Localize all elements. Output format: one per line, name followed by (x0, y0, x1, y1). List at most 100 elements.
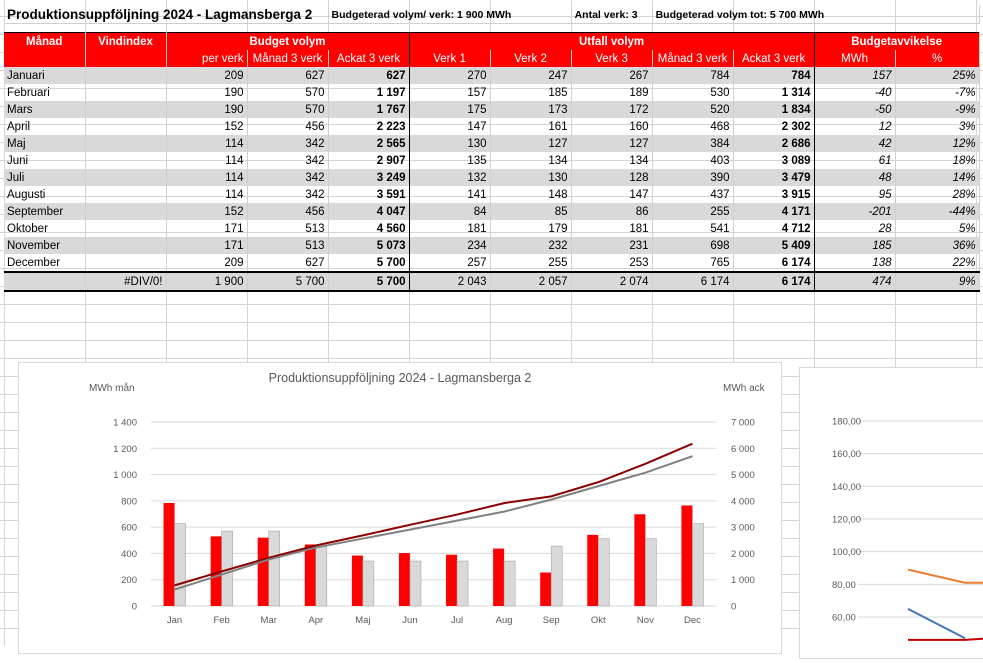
cell[interactable]: 1 767 (328, 101, 410, 118)
cell[interactable]: 342 (247, 152, 329, 169)
cell[interactable]: April (4, 118, 86, 135)
cell[interactable]: 255 (490, 254, 572, 272)
subheader-per-verk[interactable]: per verk (166, 50, 248, 67)
cell[interactable]: 1 900 (166, 271, 248, 292)
cell[interactable]: 627 (247, 67, 329, 84)
cell[interactable]: 342 (247, 135, 329, 152)
cell[interactable]: 1 834 (733, 101, 815, 118)
cell[interactable]: 570 (247, 84, 329, 101)
cell[interactable]: 181 (409, 220, 491, 237)
cell[interactable]: 190 (166, 84, 248, 101)
cell[interactable]: 2 074 (571, 271, 653, 292)
cell[interactable]: December (4, 254, 86, 272)
cell[interactable]: 437 (652, 186, 734, 203)
cell[interactable] (85, 169, 167, 186)
cell[interactable]: 189 (571, 84, 653, 101)
subheader-manad-3verk[interactable]: Månad 3 verk (247, 50, 329, 67)
cell[interactable]: 5 073 (328, 237, 410, 254)
cell[interactable]: 530 (652, 84, 734, 101)
cell[interactable]: 5 700 (328, 254, 410, 272)
cell[interactable]: 12% (895, 135, 980, 152)
cell[interactable]: 171 (166, 220, 248, 237)
cell[interactable]: 18% (895, 152, 980, 169)
cell[interactable]: 6 174 (652, 271, 734, 292)
cell[interactable]: 2 686 (733, 135, 815, 152)
cell[interactable]: 3 249 (328, 169, 410, 186)
header-budgetavvikelse[interactable]: Budgetavvikelse (814, 32, 980, 50)
header-vindindex[interactable]: Vindindex (85, 32, 167, 50)
sheet-title[interactable]: Produktionsuppföljning 2024 - Lagmansber… (4, 6, 329, 24)
cell[interactable]: 152 (166, 203, 248, 220)
cell[interactable]: 390 (652, 169, 734, 186)
cell[interactable]: 36% (895, 237, 980, 254)
cell[interactable]: 2 043 (409, 271, 491, 292)
cell[interactable]: 2 223 (328, 118, 410, 135)
antal-verk-cell[interactable]: Antal verk: 3 (571, 6, 653, 24)
cell[interactable]: 173 (490, 101, 572, 118)
cell[interactable]: 127 (490, 135, 572, 152)
cell[interactable]: 784 (652, 67, 734, 84)
subheader-verk2[interactable]: Verk 2 (490, 50, 572, 67)
cell[interactable]: 4 047 (328, 203, 410, 220)
cell[interactable]: 175 (409, 101, 491, 118)
cell[interactable]: 2 565 (328, 135, 410, 152)
cell[interactable]: 267 (571, 67, 653, 84)
cell[interactable]: 456 (247, 118, 329, 135)
subheader-pct[interactable]: % (895, 50, 980, 67)
cell[interactable]: 403 (652, 152, 734, 169)
cell[interactable]: 627 (328, 67, 410, 84)
budget-tot-cell[interactable]: Budgeterad volym tot: 5 700 MWh (652, 6, 980, 24)
cell[interactable]: 179 (490, 220, 572, 237)
cell[interactable] (85, 67, 167, 84)
cell[interactable]: 22% (895, 254, 980, 272)
cell[interactable]: 130 (409, 135, 491, 152)
cell[interactable]: 42 (814, 135, 896, 152)
cell[interactable]: 342 (247, 186, 329, 203)
cell[interactable]: 2 907 (328, 152, 410, 169)
cell[interactable]: September (4, 203, 86, 220)
cell[interactable]: 784 (733, 67, 815, 84)
cell[interactable]: 61 (814, 152, 896, 169)
cell[interactable]: 3% (895, 118, 980, 135)
cell[interactable]: 513 (247, 220, 329, 237)
cell[interactable]: 134 (490, 152, 572, 169)
cell[interactable] (85, 101, 167, 118)
cell[interactable]: 765 (652, 254, 734, 272)
subheader-verk3[interactable]: Verk 3 (571, 50, 653, 67)
header-utfall-volym[interactable]: Utfall volym (409, 32, 815, 50)
cell[interactable]: 5 700 (328, 271, 410, 292)
cell[interactable]: Februari (4, 84, 86, 101)
cell[interactable]: 157 (814, 67, 896, 84)
subheader-empty[interactable] (85, 50, 167, 67)
cell[interactable]: -201 (814, 203, 896, 220)
cell[interactable]: 209 (166, 254, 248, 272)
cell[interactable]: 570 (247, 101, 329, 118)
cell[interactable]: 28% (895, 186, 980, 203)
cell[interactable]: 1 314 (733, 84, 815, 101)
secondary-chart[interactable]: 60,00 80,00 100,00 120,00 140,00 160,00 180,00 (799, 367, 983, 659)
cell[interactable]: 130 (490, 169, 572, 186)
cell[interactable]: 128 (571, 169, 653, 186)
cell[interactable]: 14% (895, 169, 980, 186)
cell[interactable]: 152 (166, 118, 248, 135)
cell[interactable]: 114 (166, 186, 248, 203)
cell[interactable] (85, 220, 167, 237)
cell[interactable]: 5 409 (733, 237, 815, 254)
cell[interactable]: 3 915 (733, 186, 815, 203)
subheader-utfall-ackat-3verk[interactable]: Ackat 3 verk (733, 50, 815, 67)
cell[interactable]: 114 (166, 135, 248, 152)
cell[interactable]: 148 (490, 186, 572, 203)
cell[interactable] (85, 203, 167, 220)
cell[interactable] (4, 271, 86, 292)
cell[interactable]: -7% (895, 84, 980, 101)
cell[interactable]: 132 (409, 169, 491, 186)
subheader-empty[interactable] (4, 50, 86, 67)
cell[interactable]: 520 (652, 101, 734, 118)
cell[interactable]: 134 (571, 152, 653, 169)
header-budget-volym[interactable]: Budget volym (166, 32, 410, 50)
cell[interactable]: 84 (409, 203, 491, 220)
cell[interactable]: Mars (4, 101, 86, 118)
cell[interactable]: 247 (490, 67, 572, 84)
cell[interactable]: -44% (895, 203, 980, 220)
subheader-utfall-manad-3verk[interactable]: Månad 3 verk (652, 50, 734, 67)
